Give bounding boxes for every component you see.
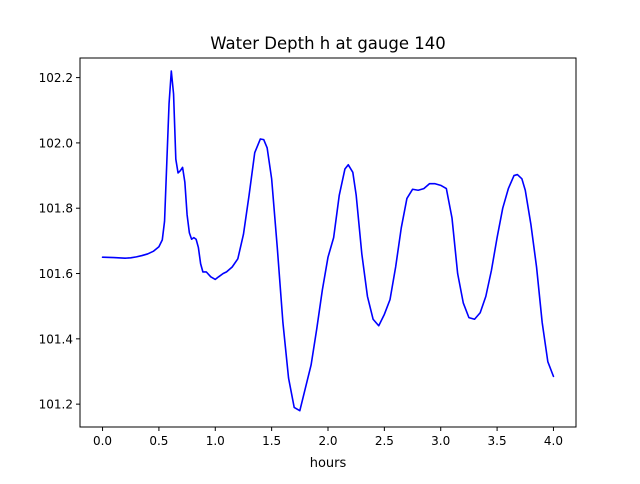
x-tick-label: 2.5 [375,434,394,448]
x-tick-label: 1.5 [262,434,281,448]
x-tick-label: 0.5 [149,434,168,448]
chart-title: Water Depth h at gauge 140 [210,34,445,53]
y-tick-label: 102.2 [39,71,73,85]
x-tick-label: 3.0 [431,434,450,448]
x-axis: 0.0 0.5 1.0 1.5 2.0 2.5 3.0 3.5 4.0 [93,427,563,448]
series-layer [101,70,555,412]
x-tick-label: 4.0 [544,434,563,448]
y-tick-label: 101.6 [39,267,73,281]
y-axis: 101.2 101.4 101.6 101.8 102.0 102.2 [39,71,80,412]
y-tick-label: 101.8 [39,202,73,216]
y-tick-label: 102.0 [39,136,73,150]
series-line-1 [101,70,555,412]
y-tick-label: 101.4 [39,332,73,346]
x-axis-label: hours [310,456,347,471]
x-tick-label: 1.0 [206,434,225,448]
x-tick-label: 0.0 [93,434,112,448]
y-tick-label: 101.2 [39,398,73,412]
x-tick-label: 2.0 [318,434,337,448]
x-tick-label: 3.5 [488,434,507,448]
